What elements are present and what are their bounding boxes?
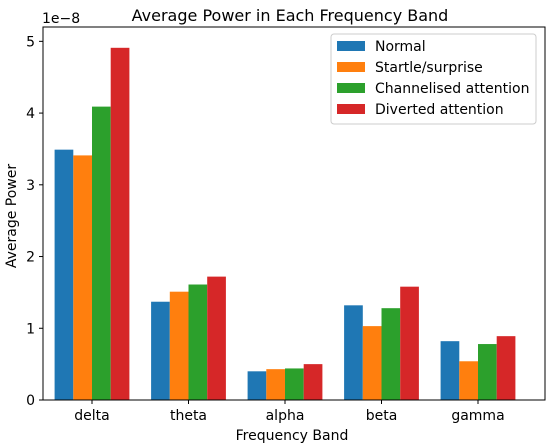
- bar-alpha-0: [247, 371, 267, 400]
- bar-theta-0: [151, 301, 170, 400]
- bar-beta-0: [344, 305, 363, 400]
- y-tick-label-5: 5: [26, 34, 35, 50]
- x-tick-label-theta: theta: [170, 408, 207, 424]
- x-tick-label-gamma: gamma: [451, 408, 504, 424]
- bar-delta-3: [110, 47, 130, 401]
- y-axis-label: Average Power: [4, 164, 20, 269]
- legend: Normal Startle/surprise Channelised attent…: [330, 33, 537, 125]
- bar-delta-0: [54, 149, 74, 400]
- x-tick-label-alpha: alpha: [266, 408, 305, 424]
- plot-frame: [42, 26, 546, 401]
- bar-alpha-1: [266, 369, 285, 400]
- bar-alpha-2: [285, 368, 304, 400]
- bar-theta-1: [169, 291, 189, 400]
- legend-label-0: Normal: [375, 39, 426, 55]
- y-tick-label-4: 4: [26, 106, 35, 122]
- y-tick-label-2: 2: [26, 250, 35, 266]
- bars-layer: [54, 47, 516, 401]
- x-tick-label-delta: delta: [74, 408, 109, 424]
- legend-swatch-0: [337, 41, 365, 51]
- bar-beta-3: [400, 286, 419, 400]
- y-tick-label-1: 1: [26, 321, 35, 337]
- y-tick-label-0: 0: [26, 393, 35, 409]
- bar-beta-1: [362, 326, 382, 400]
- legend-swatch-1: [337, 62, 365, 72]
- legend-box: [330, 33, 537, 125]
- y-axis-offset-label: 1e−8: [42, 11, 80, 27]
- bar-gamma-0: [440, 341, 460, 400]
- x-axis-label: Frequency Band: [236, 428, 349, 444]
- legend-label-1: Startle/surprise: [375, 60, 483, 76]
- bar-beta-2: [381, 308, 401, 400]
- bar-delta-1: [73, 155, 92, 400]
- bar-gamma-1: [459, 361, 478, 400]
- y-tick-label-3: 3: [26, 178, 35, 194]
- legend-swatch-3: [337, 104, 365, 114]
- bar-theta-3: [207, 276, 226, 400]
- legend-label-2: Channelised attention: [375, 81, 529, 97]
- axes-layer: delta theta alpha beta gamma 0 1 2 3 4 5: [26, 26, 546, 424]
- bar-theta-2: [188, 284, 208, 400]
- x-tick-label-beta: beta: [366, 408, 398, 424]
- bar-delta-2: [92, 106, 111, 401]
- bar-gamma-3: [496, 336, 516, 400]
- legend-swatch-2: [337, 83, 365, 93]
- bar-gamma-2: [478, 344, 497, 400]
- bar-alpha-3: [303, 364, 323, 400]
- legend-label-3: Diverted attention: [375, 102, 504, 118]
- chart-title: Average Power in Each Frequency Band: [132, 6, 449, 25]
